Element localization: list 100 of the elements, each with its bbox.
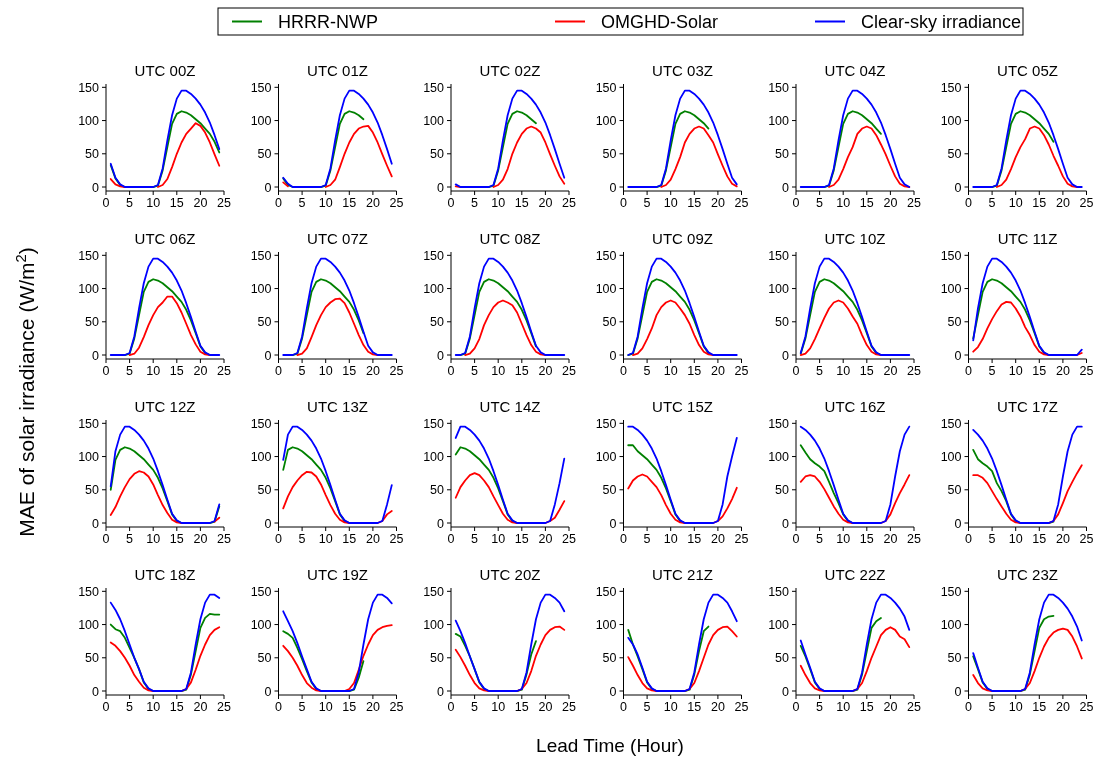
x-tick-label: 20 xyxy=(538,532,553,546)
y-tick-label: 0 xyxy=(782,516,790,531)
x-tick-label: 15 xyxy=(514,532,529,546)
x-tick-label: 15 xyxy=(687,364,702,378)
y-tick-label: 100 xyxy=(250,114,272,129)
x-tick-label: 25 xyxy=(1079,364,1094,378)
line-series xyxy=(627,278,710,356)
x-tick-label: 20 xyxy=(883,532,898,546)
y-tick-label: 150 xyxy=(595,416,617,431)
x-tick-label: 5 xyxy=(643,364,651,378)
x-tick-label: 25 xyxy=(1079,196,1094,210)
x-tick-label: 0 xyxy=(447,196,455,210)
x-tick-label: 15 xyxy=(342,364,357,378)
x-tick-label: 5 xyxy=(988,364,996,378)
x-tick-label: 20 xyxy=(710,196,725,210)
x-tick-label: 10 xyxy=(836,364,851,378)
line-series xyxy=(627,89,738,188)
x-tick-label: 10 xyxy=(663,196,678,210)
x-tick-label: 10 xyxy=(1008,700,1023,714)
y-tick-label: 0 xyxy=(609,516,617,531)
line-series xyxy=(799,257,911,356)
x-tick-label: 15 xyxy=(1032,700,1047,714)
y-tick-label: 50 xyxy=(602,651,617,666)
x-tick-label: 25 xyxy=(734,700,749,714)
chart-title: UTC 13Z xyxy=(307,398,368,415)
line-series xyxy=(632,299,715,356)
x-tick-label: 0 xyxy=(792,532,800,546)
x-tick-label: 5 xyxy=(988,700,996,714)
y-tick-label: 150 xyxy=(595,248,617,263)
x-tick-label: 5 xyxy=(298,532,306,546)
chart-title: UTC 23Z xyxy=(997,566,1058,583)
chart-title: UTC 00Z xyxy=(134,62,196,79)
x-tick-label: 20 xyxy=(883,364,898,378)
line-series xyxy=(972,425,1083,524)
y-tick-label: 150 xyxy=(768,80,790,95)
line-series xyxy=(828,125,911,188)
x-tick-label: 10 xyxy=(491,196,506,210)
y-tick-label: 150 xyxy=(250,416,272,431)
x-tick-label: 20 xyxy=(710,700,725,714)
x-tick-label: 20 xyxy=(1055,196,1070,210)
y-tick-label: 100 xyxy=(250,450,272,465)
y-tick-label: 0 xyxy=(437,348,445,363)
line-series xyxy=(823,110,882,188)
line-series xyxy=(282,425,393,524)
x-tick-label: 5 xyxy=(816,700,824,714)
chart-title: UTC 19Z xyxy=(307,566,368,583)
line-series xyxy=(627,425,738,524)
x-tick-label: 20 xyxy=(1055,532,1070,546)
y-tick-label: 50 xyxy=(430,651,445,666)
y-tick-label: 50 xyxy=(947,651,962,666)
y-tick-label: 100 xyxy=(423,618,445,633)
x-tick-label: 20 xyxy=(710,364,725,378)
y-tick-label: 150 xyxy=(423,80,445,95)
chart-title: UTC 04Z xyxy=(824,62,886,79)
x-tick-label: 25 xyxy=(1079,532,1094,546)
line-series xyxy=(799,425,911,524)
line-series xyxy=(109,425,221,524)
x-tick-label: 15 xyxy=(1032,364,1047,378)
x-tick-label: 25 xyxy=(389,196,404,210)
y-tick-label: 0 xyxy=(609,180,617,195)
y-tick-label: 0 xyxy=(609,684,617,699)
y-tick-label: 100 xyxy=(78,618,100,633)
x-tick-label: 5 xyxy=(298,700,306,714)
y-tick-label: 0 xyxy=(264,684,272,699)
x-tick-label: 15 xyxy=(169,364,184,378)
chart-title: UTC 03Z xyxy=(652,62,713,79)
x-tick-label: 25 xyxy=(217,532,231,546)
x-tick-label: 10 xyxy=(146,196,161,210)
y-tick-label: 0 xyxy=(264,180,272,195)
x-tick-label: 0 xyxy=(792,700,800,714)
x-tick-label: 20 xyxy=(538,196,553,210)
x-tick-label: 0 xyxy=(792,196,800,210)
x-tick-label: 25 xyxy=(734,364,749,378)
line-series xyxy=(282,593,393,692)
line-series xyxy=(454,257,566,356)
x-tick-label: 10 xyxy=(1008,532,1023,546)
y-tick-label: 150 xyxy=(250,584,272,599)
x-tick-label: 20 xyxy=(365,364,380,378)
line-series xyxy=(799,299,882,356)
chart-title: UTC 07Z xyxy=(307,230,368,247)
x-tick-label: 5 xyxy=(988,196,996,210)
y-tick-label: 150 xyxy=(768,584,790,599)
x-tick-label: 20 xyxy=(365,196,380,210)
x-tick-label: 5 xyxy=(988,532,996,546)
line-series xyxy=(109,257,221,356)
y-tick-label: 150 xyxy=(423,584,445,599)
chart-title: UTC 14Z xyxy=(479,398,541,415)
x-tick-label: 0 xyxy=(965,196,973,210)
x-tick-label: 10 xyxy=(1008,196,1023,210)
y-tick-label: 50 xyxy=(775,315,790,330)
y-tick-label: 50 xyxy=(430,147,445,162)
y-tick-label: 150 xyxy=(78,416,100,431)
chart-title: UTC 22Z xyxy=(824,566,886,583)
x-tick-label: 10 xyxy=(836,196,851,210)
y-tick-label: 150 xyxy=(595,80,617,95)
x-tick-label: 5 xyxy=(471,364,479,378)
line-series xyxy=(454,89,566,188)
x-tick-label: 5 xyxy=(298,196,306,210)
x-tick-label: 20 xyxy=(365,532,380,546)
x-tick-label: 0 xyxy=(447,532,455,546)
